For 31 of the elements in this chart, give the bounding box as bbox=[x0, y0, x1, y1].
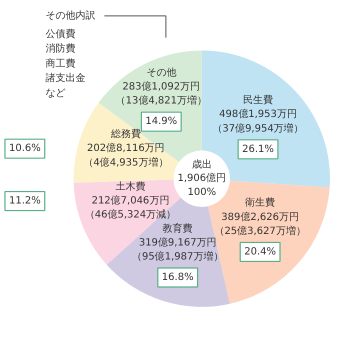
text: 283億1,092万円 bbox=[122, 80, 200, 93]
text: 歳出 1,906億円 100% bbox=[177, 158, 226, 198]
text: 消防費 bbox=[45, 42, 76, 55]
slice-label: 民生費 bbox=[243, 94, 274, 106]
text: 202億8,116万円 bbox=[87, 142, 165, 154]
data-label: 16.8% bbox=[162, 272, 194, 284]
text: 389億2,626万円 bbox=[221, 210, 299, 223]
text: 319億9,167万円 bbox=[138, 236, 217, 248]
slice-label: 教育費 bbox=[162, 222, 193, 234]
text: その他内訳 bbox=[45, 9, 96, 22]
text: 公債費 bbox=[45, 28, 76, 40]
text: （95億1,987万増） bbox=[132, 250, 224, 263]
slice-label: 土木費 bbox=[115, 180, 146, 192]
text: （13億4,821万増） bbox=[116, 94, 207, 107]
data-label: 20.4% bbox=[244, 246, 276, 258]
slice-label: 衛生費 bbox=[245, 196, 276, 209]
text: 商工費 bbox=[45, 57, 76, 70]
data-label: 26.1% bbox=[242, 144, 274, 155]
data-label: 11.2% bbox=[8, 196, 41, 207]
text: （4億4,935万増） bbox=[83, 156, 168, 168]
text: 498億1,953万円 bbox=[219, 108, 297, 120]
slice-label: 総務費 bbox=[110, 128, 141, 140]
data-label: 10.6% bbox=[8, 143, 41, 154]
text: （25億3,627万増） bbox=[214, 224, 306, 237]
text: （46億5,324万減） bbox=[84, 208, 176, 221]
slice-label: その他 bbox=[146, 66, 176, 78]
text: など bbox=[45, 88, 66, 99]
text: （37億9,954万増） bbox=[212, 122, 304, 134]
data-label: 14.9% bbox=[145, 116, 178, 128]
text: 諸支出金 bbox=[45, 72, 86, 84]
text: 212億7,046万円 bbox=[92, 194, 170, 207]
